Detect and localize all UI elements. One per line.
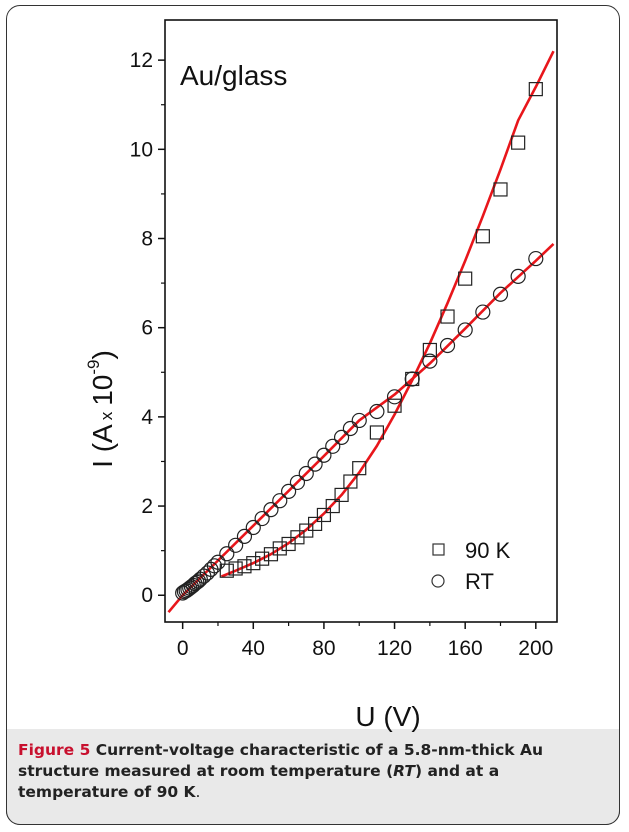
marker-90k: [511, 135, 526, 150]
marker-90k: [343, 474, 358, 489]
marker-90k: [528, 82, 543, 97]
y-tick-label: 0: [141, 584, 153, 607]
data-markers: [175, 82, 544, 601]
caption-text2: ) and at a temperature of 90 K: [18, 762, 500, 801]
marker-rt: [254, 510, 270, 527]
marker-rt: [190, 573, 207, 589]
y-tick-label: 2: [141, 495, 153, 518]
marker-rt: [457, 322, 473, 338]
marker-rt: [289, 474, 306, 491]
marker-90k: [316, 507, 332, 523]
marker-rt: [351, 412, 367, 429]
x-tick-label: 0: [177, 637, 189, 660]
marker-rt: [210, 554, 226, 570]
fit-curve: [221, 50, 555, 578]
y-tick-label: 4: [141, 406, 153, 429]
legend-label-90k: 90 K: [465, 538, 511, 563]
y-tick-label: 12: [130, 49, 153, 72]
marker-rt: [228, 537, 244, 553]
marker-rt: [219, 546, 235, 562]
marker-90k: [493, 182, 508, 197]
x-tick-label: 80: [312, 637, 335, 660]
x-axis-title: U (V): [355, 701, 420, 732]
x-tick-label: 40: [242, 637, 265, 660]
y-tick-label: 6: [141, 317, 153, 340]
y-axis-title-main: I (A: [87, 424, 118, 468]
marker-90k: [228, 561, 243, 576]
marker-rt: [316, 447, 332, 463]
marker-90k: [334, 487, 349, 503]
legend-marker-rt: [431, 574, 445, 588]
marker-rt: [245, 519, 261, 536]
caption-text: Current-voltage characteristic of a 5.8-…: [18, 741, 544, 780]
caption-label: Figure 5: [18, 741, 91, 759]
marker-90k: [219, 563, 234, 578]
x-tick-label: 160: [448, 637, 483, 660]
marker-rt: [404, 371, 420, 387]
marker-rt: [236, 528, 253, 544]
marker-90k: [263, 547, 279, 562]
marker-rt: [206, 558, 223, 574]
marker-rt: [528, 250, 544, 267]
marker-rt: [281, 483, 297, 499]
marker-90k: [369, 425, 384, 440]
marker-90k: [458, 271, 473, 286]
marker-90k: [307, 516, 323, 531]
marker-rt: [475, 304, 491, 320]
fit-curves: [167, 50, 555, 614]
y-axis-title-close: ): [87, 350, 118, 359]
x-tick-label: 200: [518, 637, 553, 660]
marker-90k: [325, 498, 340, 514]
marker-rt: [298, 465, 314, 482]
marker-90k: [237, 559, 252, 574]
axes: [158, 19, 558, 629]
marker-rt: [369, 403, 385, 420]
marker-rt: [272, 493, 288, 509]
marker-90k: [475, 229, 490, 244]
marker-rt: [187, 576, 203, 592]
y-axis-title-exp: -9: [84, 359, 103, 374]
y-axis-title: I (A x 10-9): [84, 350, 118, 468]
marker-90k: [440, 309, 455, 324]
x-tick-label: 120: [377, 637, 412, 660]
y-tick-label: 10: [130, 138, 153, 161]
marker-rt: [492, 286, 509, 302]
y-tick-label: 8: [141, 228, 153, 251]
legend-label-rt: RT: [465, 569, 494, 594]
tick-labels: 0 40 80 120 160 200 0 2 4 6 8 10 12: [130, 49, 554, 660]
marker-90k: [246, 556, 261, 571]
legend-marker-90k: [432, 543, 445, 556]
marker-90k: [255, 551, 270, 566]
marker-rt: [439, 337, 456, 354]
caption-rt: RT: [393, 762, 415, 780]
marker-rt: [422, 353, 438, 369]
marker-rt: [333, 429, 350, 445]
figure-frame: [6, 5, 620, 825]
y-axis-title-base: 10: [87, 375, 118, 406]
marker-rt: [342, 420, 359, 437]
figure-caption: Figure 5 Current-voltage characteristic …: [18, 740, 610, 803]
marker-rt: [386, 389, 403, 405]
legend: 90 K RT: [431, 538, 511, 594]
caption-band: [6, 729, 620, 825]
caption-end: .: [195, 783, 201, 801]
fit-curve: [167, 242, 555, 614]
marker-rt: [510, 268, 526, 285]
plot-border: [164, 19, 558, 623]
marker-90k: [272, 541, 287, 556]
marker-rt: [325, 438, 341, 454]
marker-90k: [387, 398, 402, 413]
marker-90k: [422, 342, 437, 358]
y-axis-title-times: x: [97, 411, 116, 420]
marker-rt: [263, 502, 279, 518]
marker-rt: [307, 456, 323, 472]
marker-90k: [352, 461, 367, 476]
chart-annotation: Au/glass: [180, 60, 287, 91]
